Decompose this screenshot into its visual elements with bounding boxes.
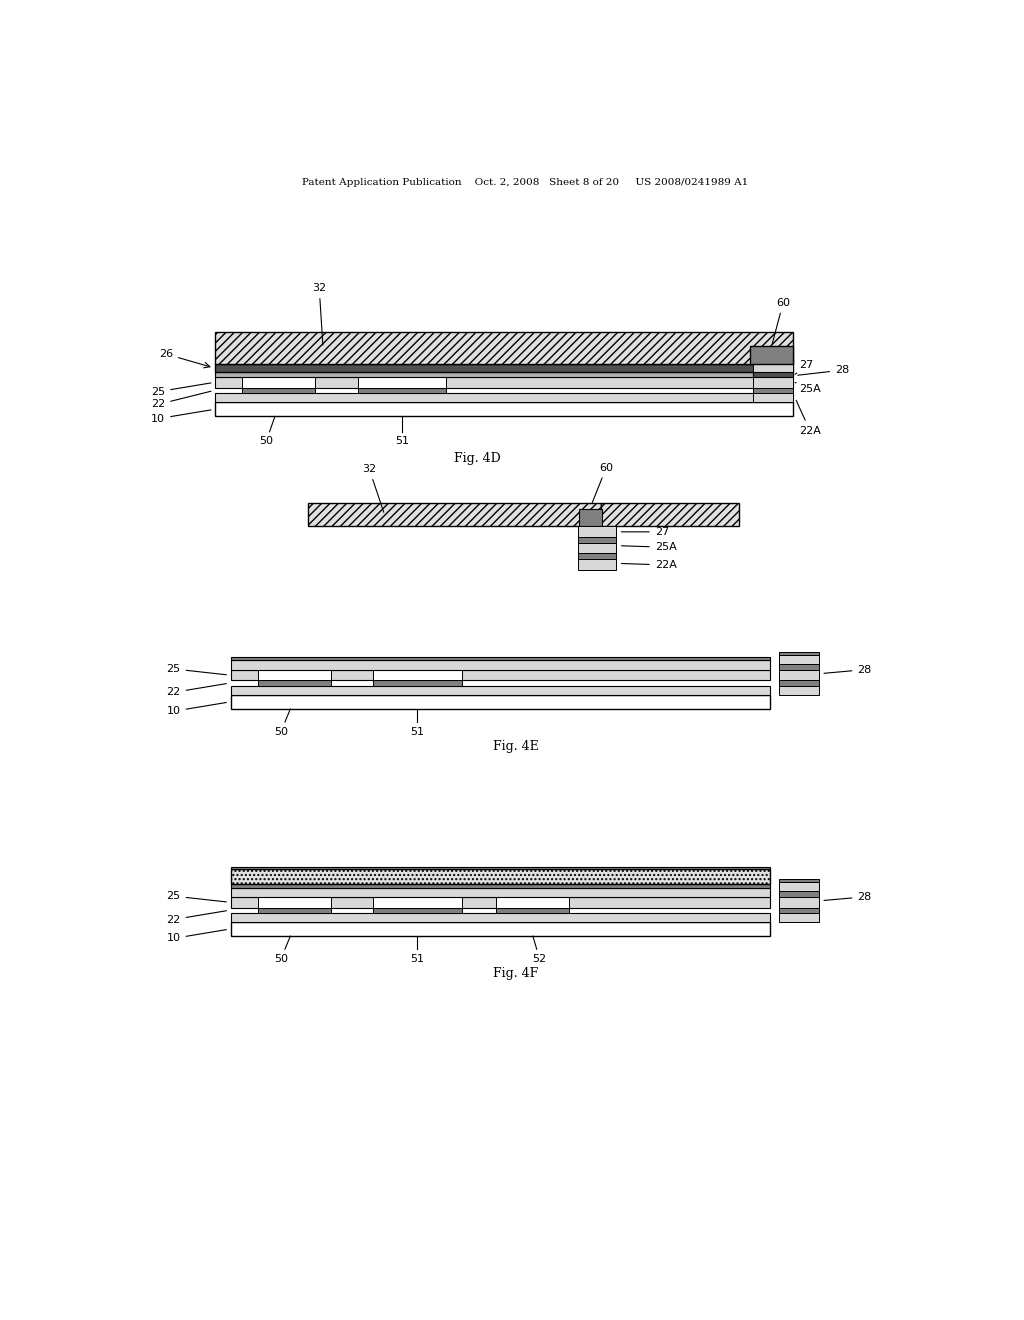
Text: 10: 10 (167, 702, 226, 717)
FancyBboxPatch shape (357, 372, 446, 388)
Text: 50: 50 (274, 726, 288, 737)
Text: 25: 25 (152, 383, 211, 397)
FancyBboxPatch shape (215, 331, 793, 364)
FancyBboxPatch shape (779, 686, 819, 696)
FancyBboxPatch shape (258, 665, 331, 681)
FancyBboxPatch shape (779, 652, 819, 655)
FancyBboxPatch shape (230, 923, 770, 936)
Text: 22A: 22A (622, 560, 677, 570)
FancyBboxPatch shape (258, 681, 331, 686)
Text: 51: 51 (411, 726, 424, 737)
Text: 52: 52 (532, 954, 546, 964)
FancyBboxPatch shape (230, 896, 770, 908)
FancyBboxPatch shape (580, 510, 602, 527)
Text: Fig. 4D: Fig. 4D (454, 451, 501, 465)
Text: 51: 51 (395, 437, 409, 446)
FancyBboxPatch shape (753, 388, 793, 393)
FancyBboxPatch shape (779, 882, 819, 891)
FancyBboxPatch shape (215, 372, 793, 378)
Text: 22: 22 (166, 911, 226, 924)
FancyBboxPatch shape (497, 892, 569, 908)
Text: 22: 22 (166, 684, 226, 697)
FancyBboxPatch shape (779, 655, 819, 664)
FancyBboxPatch shape (779, 896, 819, 908)
FancyBboxPatch shape (578, 537, 616, 543)
Text: 28: 28 (824, 892, 871, 902)
FancyBboxPatch shape (578, 527, 616, 537)
FancyBboxPatch shape (307, 503, 601, 527)
FancyBboxPatch shape (230, 696, 770, 709)
Text: 32: 32 (312, 284, 327, 345)
FancyBboxPatch shape (373, 665, 462, 681)
FancyBboxPatch shape (230, 660, 770, 669)
FancyBboxPatch shape (258, 908, 331, 913)
FancyBboxPatch shape (243, 388, 315, 393)
Text: 28: 28 (824, 665, 871, 675)
FancyBboxPatch shape (357, 388, 446, 393)
Text: 10: 10 (167, 929, 226, 944)
FancyBboxPatch shape (230, 866, 770, 870)
FancyBboxPatch shape (779, 913, 819, 923)
FancyBboxPatch shape (373, 908, 462, 913)
FancyBboxPatch shape (779, 664, 819, 669)
FancyBboxPatch shape (753, 355, 793, 360)
FancyBboxPatch shape (497, 908, 569, 913)
FancyBboxPatch shape (779, 879, 819, 882)
FancyBboxPatch shape (578, 543, 616, 553)
FancyBboxPatch shape (230, 913, 770, 923)
FancyBboxPatch shape (751, 346, 793, 364)
Text: 50: 50 (274, 954, 288, 964)
Text: Patent Application Publication    Oct. 2, 2008   Sheet 8 of 20     US 2008/02419: Patent Application Publication Oct. 2, 2… (302, 178, 748, 186)
Text: 22A: 22A (797, 400, 821, 436)
FancyBboxPatch shape (779, 681, 819, 686)
FancyBboxPatch shape (753, 393, 793, 403)
FancyBboxPatch shape (779, 908, 819, 913)
FancyBboxPatch shape (578, 558, 616, 570)
FancyBboxPatch shape (215, 364, 793, 372)
FancyBboxPatch shape (230, 870, 770, 884)
FancyBboxPatch shape (243, 372, 315, 388)
FancyBboxPatch shape (753, 372, 793, 378)
Text: 27: 27 (622, 527, 669, 537)
FancyBboxPatch shape (753, 372, 793, 378)
Text: 25A: 25A (795, 383, 820, 393)
FancyBboxPatch shape (230, 686, 770, 696)
FancyBboxPatch shape (215, 393, 793, 403)
Text: 27: 27 (795, 360, 813, 375)
FancyBboxPatch shape (215, 378, 793, 388)
Text: Fig. 4E: Fig. 4E (493, 739, 539, 752)
Text: Fig. 4F: Fig. 4F (493, 966, 539, 979)
FancyBboxPatch shape (578, 553, 616, 558)
FancyBboxPatch shape (601, 503, 739, 527)
Text: 25: 25 (167, 664, 226, 675)
FancyBboxPatch shape (753, 378, 793, 388)
FancyBboxPatch shape (230, 669, 770, 681)
Text: 32: 32 (362, 465, 384, 512)
FancyBboxPatch shape (230, 657, 770, 660)
FancyBboxPatch shape (215, 403, 793, 416)
FancyBboxPatch shape (258, 892, 331, 908)
Text: 26: 26 (159, 348, 210, 368)
Text: 25: 25 (167, 891, 226, 902)
Text: 60: 60 (772, 298, 791, 343)
Text: 60: 60 (592, 462, 613, 503)
FancyBboxPatch shape (373, 892, 462, 908)
Text: 25A: 25A (622, 543, 677, 552)
Text: 50: 50 (259, 437, 272, 446)
FancyBboxPatch shape (753, 360, 793, 372)
FancyBboxPatch shape (373, 681, 462, 686)
FancyBboxPatch shape (779, 669, 819, 681)
Text: 51: 51 (411, 954, 424, 964)
FancyBboxPatch shape (779, 891, 819, 896)
Text: 22: 22 (151, 391, 211, 409)
Text: 28: 28 (798, 366, 849, 375)
Text: 10: 10 (152, 411, 211, 424)
FancyBboxPatch shape (230, 884, 770, 887)
FancyBboxPatch shape (230, 887, 770, 896)
